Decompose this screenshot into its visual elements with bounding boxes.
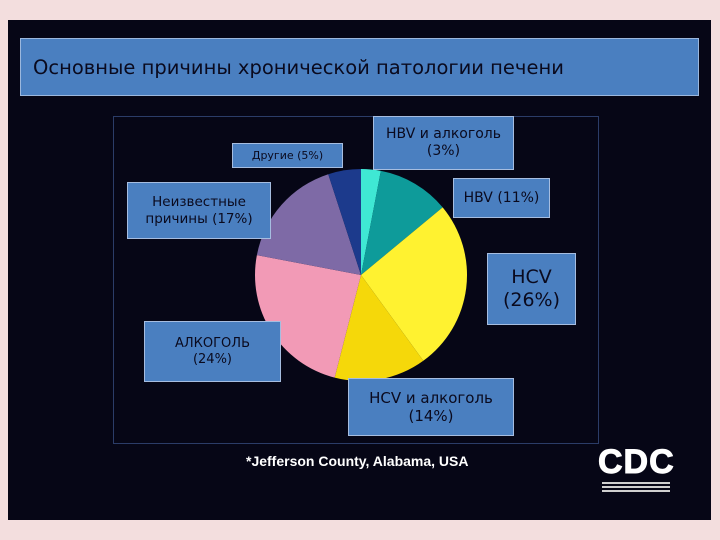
chart-frame xyxy=(113,116,599,444)
label-hbv: HBV (11%) xyxy=(453,178,550,218)
label-alcohol: АЛКОГОЛЬ (24%) xyxy=(144,321,281,382)
label-unknown-line1: Неизвестные xyxy=(152,194,246,211)
label-hcv: HCV (26%) xyxy=(487,253,576,325)
label-other: Другие (5%) xyxy=(232,143,343,168)
label-hcv-line1: HCV xyxy=(511,266,552,289)
label-hbv-alcohol-line2: (3%) xyxy=(426,143,461,159)
label-hbv-alcohol-line1: HBV и алкоголь xyxy=(386,126,501,143)
label-unknown: Неизвестные причины (17%) xyxy=(127,182,271,239)
label-hcv-line2: (26%) xyxy=(502,289,561,311)
label-hcv-alcohol-line1: HCV и алкоголь xyxy=(369,389,493,407)
pie-slice-5 xyxy=(256,174,361,275)
label-alcohol-line1: АЛКОГОЛЬ xyxy=(175,335,250,351)
label-hcv-alcohol: HCV и алкоголь (14%) xyxy=(348,378,514,436)
footnote: *Jefferson County, Alabama, USA xyxy=(246,453,469,469)
label-hbv-line1: HBV (11%) xyxy=(463,189,540,206)
label-hcv-alcohol-line2: (14%) xyxy=(408,407,454,425)
label-alcohol-line2: (24%) xyxy=(192,351,233,367)
slide-title: Основные причины хронической патологии п… xyxy=(20,38,699,96)
label-hbv-alcohol: HBV и алкоголь (3%) xyxy=(373,116,514,170)
pie-slice-1 xyxy=(361,170,443,275)
cdc-logo: CDC xyxy=(598,442,674,492)
cdc-logo-bars xyxy=(602,482,670,494)
pie-slice-0 xyxy=(361,169,381,275)
pie-slice-6 xyxy=(328,169,361,275)
label-unknown-line2: причины (17%) xyxy=(145,210,253,227)
pie-slice-2 xyxy=(361,207,468,361)
cdc-logo-text: CDC xyxy=(598,443,675,482)
pie-slice-4 xyxy=(255,255,361,378)
label-other-line1: Другие (5%) xyxy=(251,148,324,162)
pie-slice-3 xyxy=(334,275,424,382)
